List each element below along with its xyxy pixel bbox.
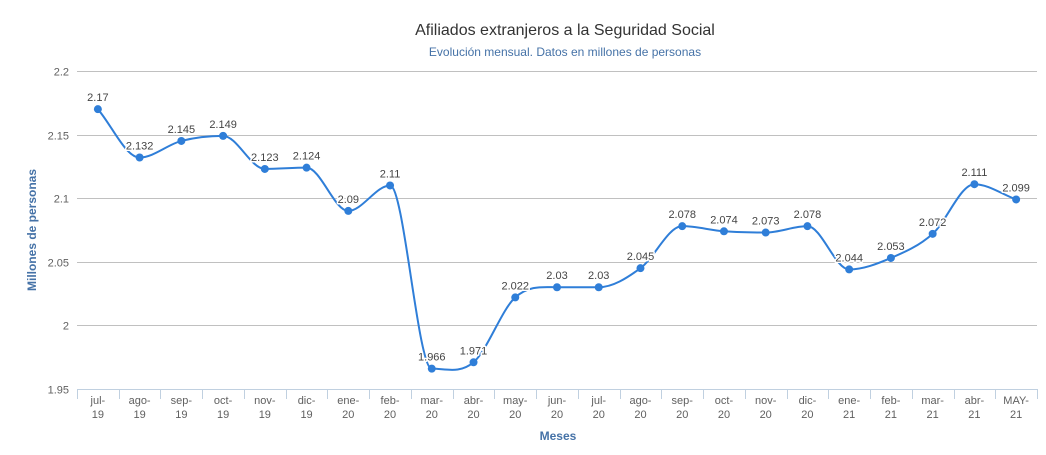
data-label: 2.149: [209, 119, 237, 131]
data-point[interactable]: [427, 364, 436, 373]
data-label: 2.073: [752, 216, 780, 228]
data-label: 1.966: [418, 352, 446, 364]
data-label: 2.045: [627, 251, 655, 263]
x-tick-label: ago-20: [629, 395, 651, 421]
data-label: 2.022: [501, 280, 529, 292]
data-label: 2.09: [338, 194, 359, 206]
data-point[interactable]: [135, 153, 144, 162]
data-label: 2.03: [546, 270, 567, 282]
data-point[interactable]: [845, 265, 854, 274]
data-point[interactable]: [970, 180, 979, 189]
data-point[interactable]: [803, 222, 812, 231]
y-tick-label: 2: [63, 321, 69, 333]
y-tick-label: 2.1: [54, 194, 69, 206]
data-point[interactable]: [719, 227, 728, 236]
data-label: 2.145: [168, 124, 196, 136]
x-tick-label: abr-20: [464, 395, 484, 421]
data-point[interactable]: [177, 136, 186, 145]
x-tick-label: oct-20: [715, 395, 734, 421]
y-tick-label: 2.2: [54, 67, 69, 79]
y-tick-label: 2.15: [48, 131, 69, 143]
x-tick-label: ene-21: [838, 395, 860, 421]
data-labels: 2.17 2.132 2.145 2.149 2.123 2.124 2.09 2.11 1.9…: [86, 91, 1032, 365]
data-label: 2.099: [1002, 182, 1030, 194]
data-label: 2.074: [710, 214, 738, 226]
x-tick-label: ago-19: [129, 395, 151, 421]
data-point[interactable]: [761, 228, 770, 237]
x-tick-label: jul-20: [590, 395, 606, 421]
data-label: 2.11: [380, 168, 401, 180]
data-label: 2.123: [251, 152, 279, 164]
data-point[interactable]: [344, 206, 353, 215]
data-point[interactable]: [302, 163, 311, 172]
x-tick-label: nov-20: [755, 395, 777, 421]
axes: 1.95 2 2.05 2.1 2.15 2.2 jul-19 ago-19 sep-19 oct…: [48, 67, 1038, 421]
data-point[interactable]: [636, 264, 645, 273]
data-point[interactable]: [511, 293, 520, 302]
x-axis-title: Meses: [540, 429, 577, 443]
x-tick-label: abr-21: [965, 395, 985, 421]
y-tick-label: 2.05: [48, 258, 69, 270]
series-line: [97, 108, 1017, 371]
y-axis-title: Millones de personas: [25, 169, 39, 291]
chart-title: Afiliados extranjeros a la Seguridad Soc…: [415, 22, 715, 39]
series: [93, 105, 1021, 373]
data-point[interactable]: [594, 283, 603, 292]
x-tick-label: may-20: [503, 395, 528, 421]
x-tick-label: ene-20: [337, 395, 359, 421]
data-point[interactable]: [386, 181, 395, 190]
data-label: 1.971: [460, 345, 488, 357]
x-tick-label: sep-20: [672, 395, 694, 421]
x-tick-label: oct-19: [214, 395, 233, 421]
data-point[interactable]: [886, 253, 895, 262]
data-label: 2.111: [961, 167, 987, 179]
x-tick-label: feb-20: [381, 395, 400, 421]
x-tick-label: mar-20: [420, 395, 443, 421]
x-tick-label: jul-19: [90, 395, 106, 421]
data-point[interactable]: [260, 164, 269, 173]
x-tick-label: MAY-21: [1003, 395, 1029, 421]
data-label: 2.03: [588, 270, 609, 282]
data-label: 2.044: [835, 252, 863, 264]
x-tick-label: dic-20: [799, 395, 817, 421]
x-tick-label: feb-21: [881, 395, 900, 421]
data-point[interactable]: [469, 358, 478, 367]
data-point[interactable]: [928, 229, 937, 238]
x-tick-label: sep-19: [171, 395, 193, 421]
data-label: 2.078: [794, 209, 822, 221]
data-label: 2.132: [126, 140, 154, 152]
x-tick-label: mar-21: [921, 395, 944, 421]
data-label: 2.124: [293, 151, 321, 163]
data-label: 2.053: [877, 241, 905, 253]
data-label: 2.17: [87, 92, 108, 104]
data-point[interactable]: [678, 222, 687, 231]
x-tick-label: nov-19: [254, 395, 276, 421]
data-point[interactable]: [93, 105, 102, 114]
data-label: 2.072: [919, 217, 947, 229]
y-tick-label: 1.95: [48, 385, 69, 397]
x-tick-label: jun-20: [547, 395, 567, 421]
data-point[interactable]: [1012, 195, 1021, 204]
data-point[interactable]: [219, 131, 228, 140]
chart-subtitle: Evolución mensual. Datos en millones de …: [429, 45, 701, 59]
data-label: 2.078: [668, 209, 696, 221]
data-point[interactable]: [553, 283, 561, 292]
x-tick-label: dic-19: [298, 395, 316, 421]
